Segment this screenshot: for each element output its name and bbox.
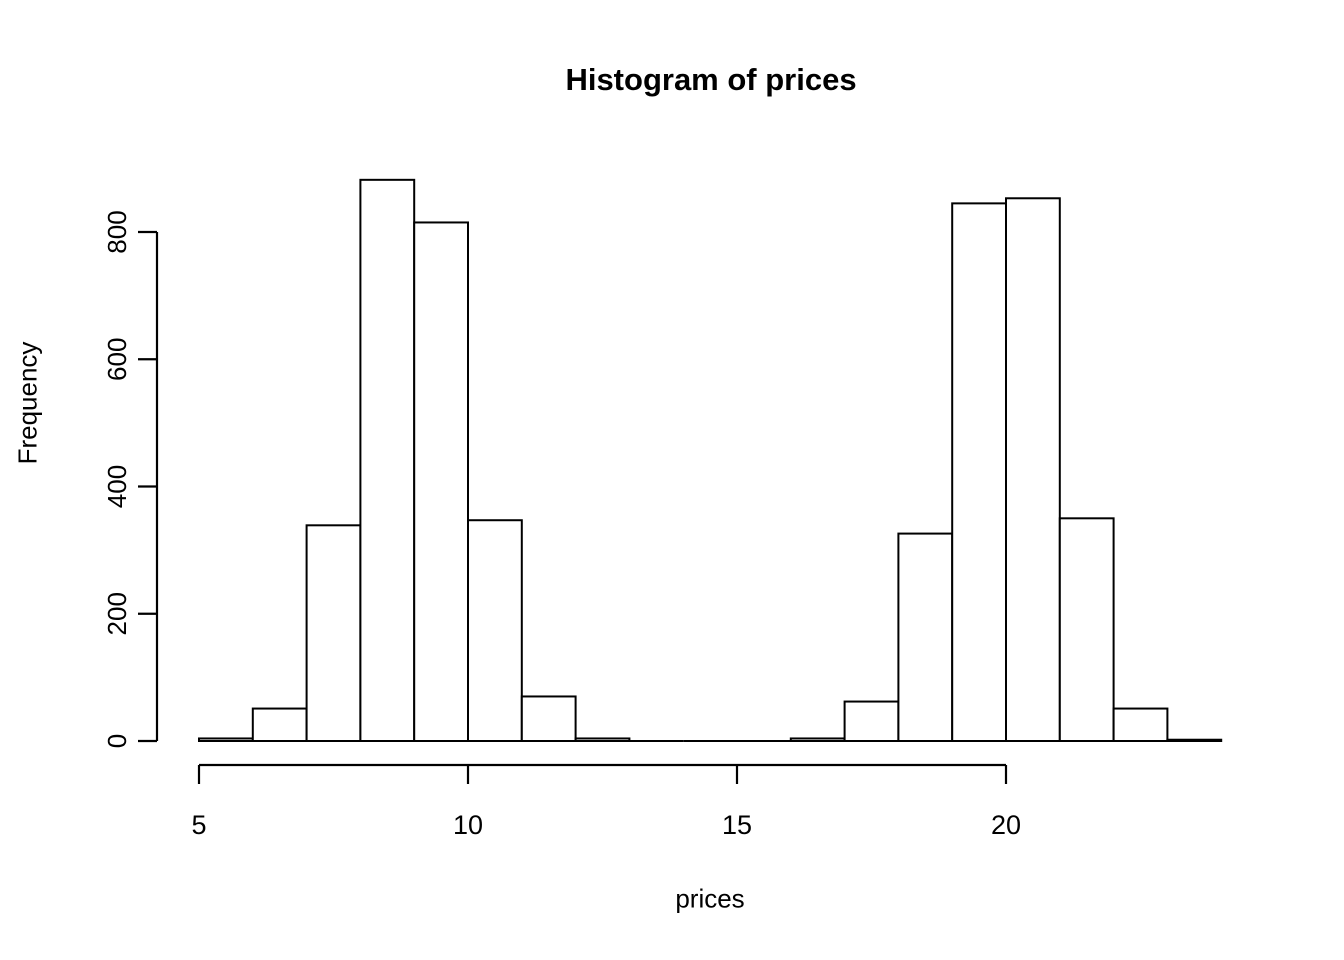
histogram-bar: [1005, 197, 1061, 742]
histogram-bar: [413, 221, 470, 743]
histogram-bar: [359, 178, 416, 742]
histogram-bar: [198, 737, 254, 743]
x-tick-label: 5: [191, 810, 206, 840]
histogram-bar: [520, 695, 577, 743]
histogram-bar: [951, 202, 1008, 742]
histogram-bar: [574, 737, 631, 743]
histogram-bar: [1112, 707, 1169, 743]
y-tick-label: 200: [102, 592, 132, 635]
x-axis-label: prices: [675, 883, 745, 914]
histogram-bar: [843, 700, 900, 742]
histogram-bar: [305, 524, 362, 743]
chart-title: Histogram of prices: [565, 62, 857, 97]
histogram-bar: [1166, 738, 1223, 742]
histogram-bar: [789, 737, 846, 743]
histogram-bar: [1058, 517, 1115, 742]
y-tick-label: 0: [102, 734, 132, 748]
y-tick-label: 800: [102, 210, 132, 253]
histogram-bar: [251, 707, 308, 743]
y-tick-label: 400: [102, 465, 132, 508]
x-tick-label: 10: [453, 810, 483, 840]
x-tick-label: 20: [991, 810, 1021, 840]
histogram-bar: [467, 519, 523, 742]
histogram-bar: [897, 532, 954, 743]
x-tick-label: 15: [722, 810, 752, 840]
y-tick-label: 600: [102, 338, 132, 381]
